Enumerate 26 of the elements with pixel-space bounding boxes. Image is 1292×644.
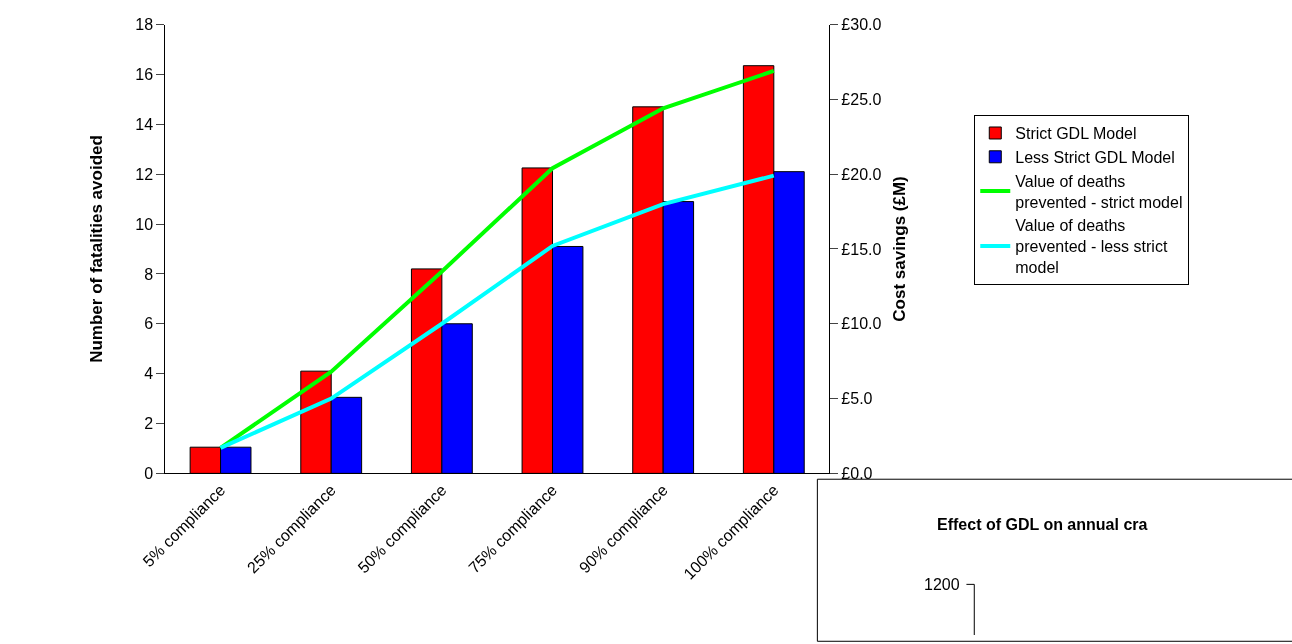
y2-tick-label: £0.0 <box>841 464 873 482</box>
y-tick-label: 14 <box>135 115 154 133</box>
y-tick-label: 12 <box>135 165 154 183</box>
y-tick-label: 0 <box>144 464 154 482</box>
text: Effect of GDL on annual cra <box>937 516 1148 533</box>
legend-label: Value of deaths prevented - strict model <box>1015 172 1183 211</box>
y-tick-label: 4 <box>144 365 154 383</box>
y2-tick-label: £5.0 <box>841 390 873 408</box>
y-axis-title: Number of fatalities avoided <box>86 135 106 363</box>
legend-label: Strict GDL Model <box>1015 125 1137 143</box>
y-tick-label: 16 <box>135 66 154 84</box>
y2-tick-label: £20.0 <box>841 165 882 183</box>
y2-tick-label: £15.0 <box>841 240 882 258</box>
legend-label: Less Strict GDL Model <box>1015 149 1175 167</box>
y2-tick-label: £30.0 <box>841 16 882 34</box>
y-tick-label: 18 <box>135 16 154 34</box>
y2-axis-title: Cost savings (£M) <box>889 176 909 322</box>
y-tick-label: 8 <box>144 265 154 283</box>
y-tick-label: 6 <box>144 315 154 333</box>
y-tick-label: 2 <box>144 415 154 433</box>
text: 1200 <box>924 576 960 593</box>
line-series <box>218 173 776 450</box>
y2-tick-label: £25.0 <box>841 90 882 108</box>
legend-label: Value of deaths prevented - less strict model <box>1015 217 1168 277</box>
y2-tick-label: £10.0 <box>841 315 882 333</box>
y-tick-label: 10 <box>135 215 154 233</box>
